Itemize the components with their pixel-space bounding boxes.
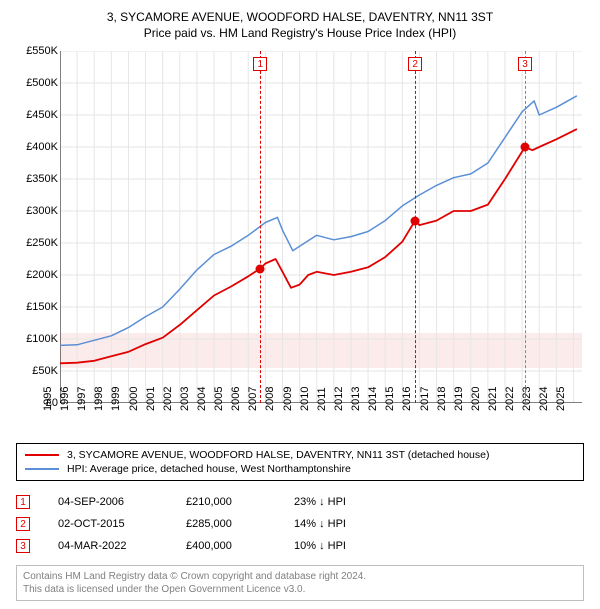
y-tick-label: £500K (26, 77, 58, 89)
y-tick-label: £550K (26, 45, 58, 57)
legend-label: 3, SYCAMORE AVENUE, WOODFORD HALSE, DAVE… (67, 449, 489, 461)
title-address: 3, SYCAMORE AVENUE, WOODFORD HALSE, DAVE… (10, 10, 590, 26)
chart-container: 3, SYCAMORE AVENUE, WOODFORD HALSE, DAVE… (0, 0, 600, 609)
chart-svg (60, 51, 582, 403)
y-tick-label: £300K (26, 205, 58, 217)
legend-item: HPI: Average price, detached house, West… (25, 462, 575, 476)
sale-marker-line (525, 51, 526, 403)
x-tick-label: 2008 (264, 387, 276, 411)
x-tick-label: 2015 (384, 387, 396, 411)
y-tick-label: £250K (26, 237, 58, 249)
legend-item: 3, SYCAMORE AVENUE, WOODFORD HALSE, DAVE… (25, 448, 575, 462)
sale-index-box: 3 (16, 539, 30, 553)
sale-marker-dot (521, 143, 530, 152)
x-tick-label: 2021 (487, 387, 499, 411)
sale-row: 2 02-OCT-2015 £285,000 14% ↓ HPI (16, 513, 584, 535)
attribution: Contains HM Land Registry data © Crown c… (16, 565, 584, 601)
legend: 3, SYCAMORE AVENUE, WOODFORD HALSE, DAVE… (16, 443, 584, 481)
x-tick-label: 2025 (555, 387, 567, 411)
sales-table: 1 04-SEP-2006 £210,000 23% ↓ HPI 2 02-OCT-201… (16, 491, 584, 557)
sale-date: 04-SEP-2006 (58, 496, 158, 508)
sale-row: 1 04-SEP-2006 £210,000 23% ↓ HPI (16, 491, 584, 513)
sale-diff: 23% ↓ HPI (294, 496, 394, 508)
plot-inner: 1 2 3 (60, 51, 582, 403)
sale-price: £210,000 (186, 496, 266, 508)
sale-index-box: 2 (16, 517, 30, 531)
y-tick-label: £450K (26, 109, 58, 121)
attribution-line1: Contains HM Land Registry data © Crown c… (23, 570, 577, 583)
x-tick-label: 2024 (538, 387, 550, 411)
sale-marker-box: 2 (408, 57, 422, 71)
sale-marker-dot (411, 216, 420, 225)
x-tick-label: 2013 (350, 387, 362, 411)
x-tick-label: 1999 (110, 387, 122, 411)
x-tick-label: 2019 (453, 387, 465, 411)
x-tick-label: 1998 (93, 387, 105, 411)
x-tick-label: 2010 (299, 387, 311, 411)
x-tick-label: 2009 (282, 387, 294, 411)
x-tick-label: 2023 (521, 387, 533, 411)
x-tick-label: 2017 (419, 387, 431, 411)
y-tick-label: £150K (26, 301, 58, 313)
x-tick-label: 2020 (470, 387, 482, 411)
sale-price: £285,000 (186, 518, 266, 530)
title-subtitle: Price paid vs. HM Land Registry's House … (10, 26, 590, 42)
x-tick-label: 2022 (504, 387, 516, 411)
y-tick-label: £100K (26, 333, 58, 345)
x-tick-label: 2004 (196, 387, 208, 411)
plot-area: 123 £0£50K£100K£150K£200K£250K£300K£350K… (10, 47, 590, 407)
legend-swatch (25, 468, 59, 470)
sale-index-box: 1 (16, 495, 30, 509)
sale-diff: 10% ↓ HPI (294, 540, 394, 552)
x-tick-label: 2018 (436, 387, 448, 411)
x-tick-label: 2007 (247, 387, 259, 411)
x-tick-label: 2006 (230, 387, 242, 411)
x-tick-label: 2001 (145, 387, 157, 411)
y-tick-label: £350K (26, 173, 58, 185)
x-tick-label: 1996 (59, 387, 71, 411)
y-tick-label: £400K (26, 141, 58, 153)
sale-price: £400,000 (186, 540, 266, 552)
x-tick-label: 2014 (367, 387, 379, 411)
sale-marker-line (260, 51, 261, 403)
sale-marker-box: 1 (253, 57, 267, 71)
sale-row: 3 04-MAR-2022 £400,000 10% ↓ HPI (16, 535, 584, 557)
x-tick-label: 2011 (316, 388, 328, 412)
x-tick-label: 2016 (401, 387, 413, 411)
sale-date: 02-OCT-2015 (58, 518, 158, 530)
x-tick-label: 2000 (128, 387, 140, 411)
sale-marker-line (415, 51, 416, 403)
x-tick-label: 2002 (162, 387, 174, 411)
sale-marker-dot (256, 264, 265, 273)
x-tick-label: 2003 (179, 387, 191, 411)
y-tick-label: £50K (32, 365, 58, 377)
sale-diff: 14% ↓ HPI (294, 518, 394, 530)
legend-label: HPI: Average price, detached house, West… (67, 463, 351, 475)
sale-marker-box: 3 (518, 57, 532, 71)
x-tick-label: 1995 (42, 387, 54, 411)
x-tick-label: 2005 (213, 387, 225, 411)
sale-date: 04-MAR-2022 (58, 540, 158, 552)
x-tick-label: 2012 (333, 387, 345, 411)
x-tick-label: 1997 (76, 387, 88, 411)
title-block: 3, SYCAMORE AVENUE, WOODFORD HALSE, DAVE… (10, 10, 590, 41)
legend-swatch (25, 454, 59, 456)
y-tick-label: £200K (26, 269, 58, 281)
